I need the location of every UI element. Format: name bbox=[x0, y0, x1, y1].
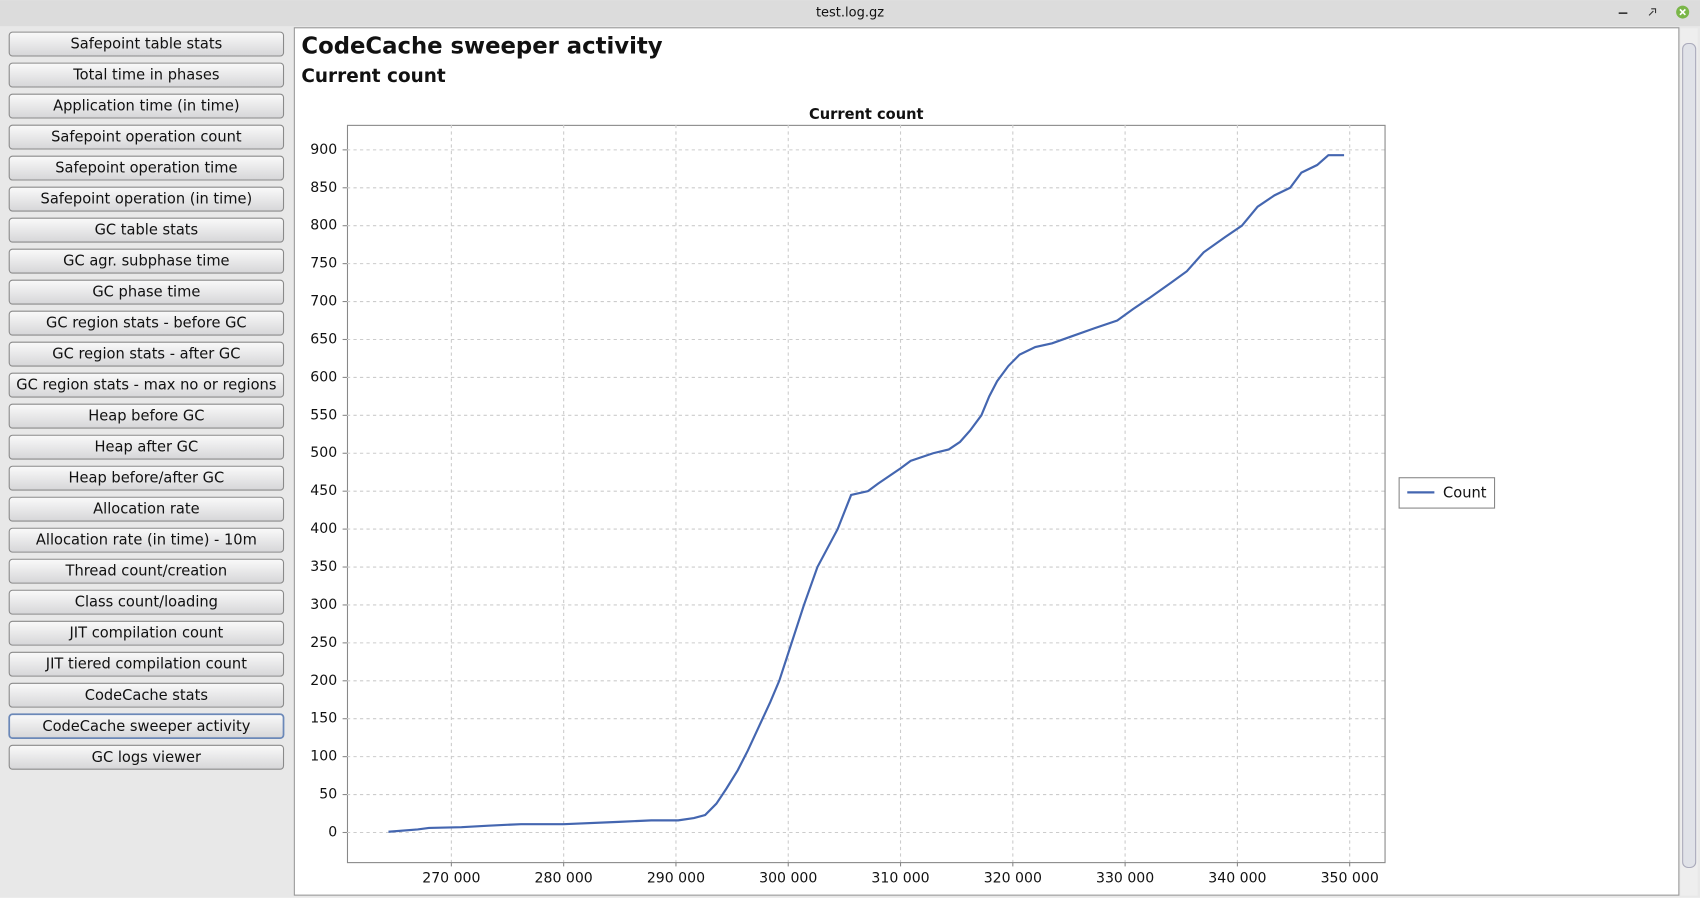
x-tick-label: 300 000 bbox=[759, 870, 817, 886]
y-tick-label: 100 bbox=[310, 749, 337, 765]
menu-button-label: Application time (in time) bbox=[53, 98, 239, 115]
menu-button-label: Safepoint table stats bbox=[71, 36, 223, 53]
x-tick-label: 290 000 bbox=[647, 870, 705, 886]
menu-button-label: GC region stats - after GC bbox=[52, 346, 240, 363]
menu-button[interactable] bbox=[8, 496, 285, 522]
menu-button[interactable] bbox=[8, 527, 285, 553]
menu-button-label: JIT compilation count bbox=[68, 625, 223, 642]
y-tick-label: 600 bbox=[310, 369, 337, 385]
menu-button[interactable] bbox=[8, 310, 285, 336]
y-tick-label: 500 bbox=[310, 445, 337, 461]
menu-button[interactable] bbox=[8, 713, 285, 740]
menu-button[interactable] bbox=[8, 31, 285, 57]
window-title: test.log.gz bbox=[816, 6, 884, 21]
y-tick-label: 550 bbox=[310, 407, 337, 423]
y-tick-label: 450 bbox=[310, 483, 337, 499]
menu-button-label: Safepoint operation (in time) bbox=[41, 191, 253, 208]
menu-button-label: GC region stats - before GC bbox=[46, 315, 247, 332]
menu-button-label: Heap after GC bbox=[95, 439, 199, 456]
scrollbar-thumb[interactable] bbox=[1682, 42, 1697, 869]
menu-button-label: CodeCache stats bbox=[85, 687, 208, 704]
menu-button[interactable] bbox=[8, 744, 285, 770]
x-tick-label: 330 000 bbox=[1096, 870, 1154, 886]
title-bar bbox=[0, 0, 1700, 27]
menu-button-label: GC table stats bbox=[95, 222, 199, 239]
menu-button-label: Safepoint operation time bbox=[55, 160, 237, 177]
x-tick-label: 270 000 bbox=[422, 870, 480, 886]
menu-button[interactable] bbox=[8, 341, 285, 367]
menu-button[interactable] bbox=[8, 682, 285, 708]
plot-frame bbox=[346, 124, 1386, 864]
y-tick-label: 850 bbox=[310, 180, 337, 196]
x-tick-label: 320 000 bbox=[984, 870, 1042, 886]
y-tick-label: 700 bbox=[310, 294, 337, 310]
menu-button[interactable] bbox=[8, 217, 285, 243]
legend-label: Count bbox=[1443, 484, 1487, 501]
menu-button[interactable] bbox=[8, 403, 285, 429]
y-tick-label: 400 bbox=[310, 521, 337, 537]
menu-button[interactable] bbox=[8, 465, 285, 491]
menu-button-label: GC region stats - max no or regions bbox=[16, 377, 276, 394]
menu-button[interactable] bbox=[8, 93, 285, 119]
menu-button[interactable] bbox=[8, 155, 285, 181]
x-tick-label: 350 000 bbox=[1321, 870, 1379, 886]
menu-button[interactable] bbox=[8, 651, 285, 677]
menu-button-label: Total time in phases bbox=[72, 67, 219, 84]
close-icon bbox=[1679, 8, 1686, 16]
y-tick-label: 800 bbox=[310, 218, 337, 234]
menu-button[interactable] bbox=[8, 62, 285, 88]
y-tick-label: 300 bbox=[310, 597, 337, 613]
menu-button-label: Heap before/after GC bbox=[69, 470, 225, 487]
menu-button-label: GC logs viewer bbox=[92, 749, 202, 766]
x-tick-label: 340 000 bbox=[1208, 870, 1266, 886]
menu-button-label: Thread count/creation bbox=[65, 563, 228, 580]
menu-button-label: JIT tiered compilation count bbox=[45, 656, 247, 673]
menu-button-label: Allocation rate (in time) - 10m bbox=[36, 532, 257, 549]
data-line bbox=[388, 154, 1345, 833]
menu-button-label: GC agr. subphase time bbox=[63, 253, 229, 270]
y-tick-label: 900 bbox=[310, 142, 337, 158]
menu-button[interactable] bbox=[8, 620, 285, 646]
x-tick-label: 310 000 bbox=[871, 870, 929, 886]
menu-button-label: Allocation rate bbox=[93, 501, 199, 518]
x-tick-label: 280 000 bbox=[535, 870, 593, 886]
menu-button[interactable] bbox=[8, 186, 285, 212]
menu-button[interactable] bbox=[8, 372, 285, 398]
y-tick-label: 150 bbox=[310, 711, 337, 727]
y-tick-label: 200 bbox=[310, 673, 337, 689]
menu-button[interactable] bbox=[8, 279, 285, 305]
chart-title: Current count bbox=[809, 106, 924, 123]
menu-button[interactable] bbox=[8, 248, 285, 274]
menu-button[interactable] bbox=[8, 434, 285, 460]
y-tick-label: 650 bbox=[310, 331, 337, 347]
y-tick-label: 250 bbox=[310, 635, 337, 651]
menu-button-label: Safepoint operation count bbox=[51, 129, 242, 146]
menu-button-label: Heap before GC bbox=[88, 408, 204, 425]
menu-button-label: Class count/loading bbox=[75, 594, 218, 611]
y-tick-label: 0 bbox=[328, 824, 337, 840]
menu-button-label: CodeCache sweeper activity bbox=[42, 718, 250, 735]
menu-button-label: GC phase time bbox=[92, 284, 200, 301]
content-panel bbox=[293, 27, 1680, 896]
y-tick-label: 350 bbox=[310, 559, 337, 575]
maximize-button[interactable] bbox=[1648, 8, 1657, 16]
menu-button[interactable] bbox=[8, 589, 285, 615]
page-title: CodeCache sweeper activity bbox=[301, 33, 662, 59]
menu-button[interactable] bbox=[8, 558, 285, 584]
y-tick-label: 750 bbox=[310, 256, 337, 272]
page-subtitle: Current count bbox=[301, 66, 445, 87]
y-tick-label: 50 bbox=[319, 787, 337, 803]
menu-button[interactable] bbox=[8, 124, 285, 150]
